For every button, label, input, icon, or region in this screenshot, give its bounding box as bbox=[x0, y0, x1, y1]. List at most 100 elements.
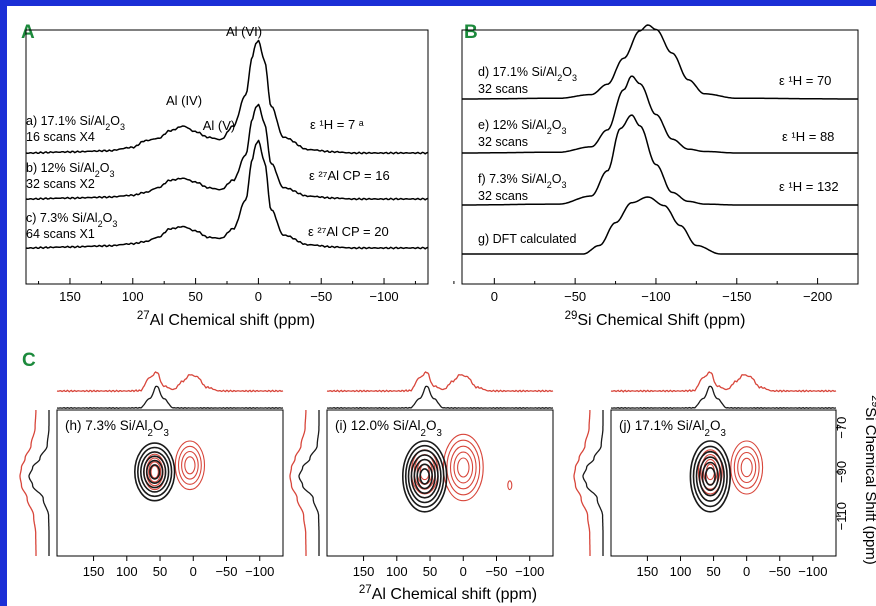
panel-c-tick-label: 100 bbox=[386, 564, 408, 579]
panel-c-top-projection-black bbox=[56, 385, 284, 409]
panel-b-annotation: ε ¹H = 70 bbox=[779, 73, 831, 88]
panel-c-red-contour bbox=[446, 439, 481, 496]
panel-c-spectrum-label: (i) 12.0% Si/Al2O3 bbox=[335, 418, 442, 439]
panel-c-black-contour bbox=[404, 444, 445, 508]
panel-c-left-projection-black bbox=[298, 410, 320, 556]
panel-c-tick-label: −50 bbox=[769, 564, 791, 579]
panel-c-tick-label: 0 bbox=[460, 564, 467, 579]
panel-c-y-tick-label: −70 bbox=[834, 417, 849, 439]
panel-c-red-contour bbox=[150, 465, 159, 479]
panel-c-top-projection-red bbox=[326, 371, 554, 393]
panel-b-series-scans: 32 scans bbox=[478, 135, 528, 149]
panel-a-tick-label: 150 bbox=[59, 289, 81, 304]
panel-b-frame bbox=[461, 29, 859, 285]
panel-c-red-contour bbox=[733, 446, 760, 489]
panel-b-tick-label: −150 bbox=[722, 289, 751, 304]
panel-c-red-contour bbox=[457, 457, 470, 478]
panel-letter-a: A bbox=[21, 22, 35, 43]
panel-c-frame bbox=[610, 409, 837, 557]
panel-c-spectrum-label: (h) 7.3% Si/Al2O3 bbox=[65, 418, 169, 439]
panel-c-red-contour bbox=[740, 457, 753, 478]
panel-c-tick-label: 0 bbox=[190, 564, 197, 579]
panel-c-left-projection-black bbox=[582, 410, 604, 556]
panel-c-left-projection-red bbox=[19, 410, 37, 556]
panel-c-black-contour bbox=[134, 442, 176, 502]
panel-a-series-scans: 16 scans X4 bbox=[26, 130, 95, 144]
panel-a-series-label: b) 12% Si/Al2O3 bbox=[26, 161, 115, 179]
panel-c-red-contour bbox=[174, 440, 206, 491]
panel-c-tick-label: 50 bbox=[706, 564, 720, 579]
panel-a-series-label: a) 17.1% Si/Al2O3 bbox=[26, 114, 125, 132]
panel-letter-b: B bbox=[464, 22, 478, 43]
panel-c-y-tick-label: −110 bbox=[834, 502, 849, 530]
left-border bbox=[0, 0, 7, 606]
panel-c-black-contour bbox=[146, 459, 164, 485]
panel-a-annotation: ε ¹H = 7 ᵃ bbox=[310, 117, 364, 132]
panel-c-red-contour bbox=[697, 449, 723, 495]
panel-c-red-contour bbox=[449, 445, 477, 490]
panel-c-black-contour bbox=[419, 468, 431, 485]
panel-c-red-contour bbox=[442, 433, 484, 502]
panel-b-series-scans: 32 scans bbox=[478, 82, 528, 96]
panel-c-black-contour bbox=[701, 461, 719, 492]
panel-c-red-contour bbox=[507, 480, 513, 491]
panel-c-left-projection-red bbox=[573, 410, 591, 556]
panel-c-red-contour bbox=[148, 461, 162, 483]
panel-b-tick-label: −50 bbox=[564, 289, 586, 304]
panel-c-red-contour bbox=[700, 454, 721, 490]
panel-c-tick-label: 150 bbox=[83, 564, 105, 579]
panel-a-peak-label: Al (VI) bbox=[226, 24, 262, 39]
panel-c-tick-label: 100 bbox=[116, 564, 138, 579]
top-border bbox=[0, 0, 876, 6]
panel-b-tick-label: −200 bbox=[803, 289, 832, 304]
panel-c-x-axis-label: 27Al Chemical shift (ppm) bbox=[359, 584, 537, 603]
panel-c-top-projection-red bbox=[610, 371, 837, 393]
panel-c-red-contour bbox=[730, 440, 764, 495]
panel-a-series-label: c) 7.3% Si/Al2O3 bbox=[26, 211, 117, 229]
panel-a-spectrum-line bbox=[25, 103, 429, 201]
panel-c-spectrum-label: (j) 17.1% Si/Al2O3 bbox=[619, 418, 726, 439]
panel-b-series-label: d) 17.1% Si/Al2O3 bbox=[478, 65, 577, 83]
panel-a-spectrum-line bbox=[25, 139, 429, 250]
panel-b-spectrum-line bbox=[462, 114, 858, 206]
panel-a-peak-label: Al (V) bbox=[203, 118, 236, 133]
panel-c-tick-label: 150 bbox=[353, 564, 375, 579]
panel-c-tick-label: 100 bbox=[670, 564, 692, 579]
panel-a-tick-label: 50 bbox=[188, 289, 202, 304]
panel-c-red-contour bbox=[181, 450, 199, 480]
panel-c-tick-label: −100 bbox=[798, 564, 827, 579]
panel-c-black-contour bbox=[695, 450, 725, 502]
panel-c-tick-label: −50 bbox=[215, 564, 237, 579]
panel-a-tick-label: 100 bbox=[122, 289, 144, 304]
panel-c-top-projection-red bbox=[56, 371, 284, 393]
panel-b-series-label: f) 7.3% Si/Al2O3 bbox=[478, 172, 567, 190]
panel-c-left-projection-black bbox=[28, 410, 50, 556]
panel-c-red-contour bbox=[416, 458, 433, 485]
panel-c-frame bbox=[326, 409, 554, 557]
panel-c-black-contour bbox=[143, 455, 167, 489]
panel-a-spectrum-line bbox=[25, 39, 429, 155]
panel-c-black-contour bbox=[410, 454, 439, 499]
panel-b-spectrum-line bbox=[462, 24, 858, 100]
panel-c-tick-label: −50 bbox=[485, 564, 507, 579]
panel-c-black-contour bbox=[413, 458, 436, 495]
panel-b-x-axis-label: 29Si Chemical Shift (ppm) bbox=[565, 310, 746, 329]
panel-b-spectrum-line bbox=[462, 75, 858, 154]
panel-b-series-label: g) DFT calculated bbox=[478, 232, 576, 246]
panel-c-black-contour bbox=[689, 440, 731, 513]
panel-c-red-contour bbox=[177, 445, 202, 485]
panel-a-annotation: ε ²⁷Al CP = 20 bbox=[308, 224, 389, 239]
panel-c-black-contour bbox=[704, 466, 716, 486]
panel-b-tick-label: −100 bbox=[641, 289, 670, 304]
panel-a-tick-label: −50 bbox=[310, 289, 332, 304]
panel-a-annotation: ε ²⁷Al CP = 16 bbox=[309, 168, 390, 183]
panel-letter-c: C bbox=[22, 350, 36, 371]
panel-c-tick-label: 0 bbox=[743, 564, 750, 579]
panel-b-series-label: e) 12% Si/Al2O3 bbox=[478, 118, 567, 136]
panel-c-tick-label: −100 bbox=[515, 564, 544, 579]
panel-c-red-contour bbox=[184, 456, 196, 475]
panel-c-y-tick-label: −90 bbox=[834, 461, 849, 483]
panel-c-black-contour bbox=[692, 445, 728, 508]
